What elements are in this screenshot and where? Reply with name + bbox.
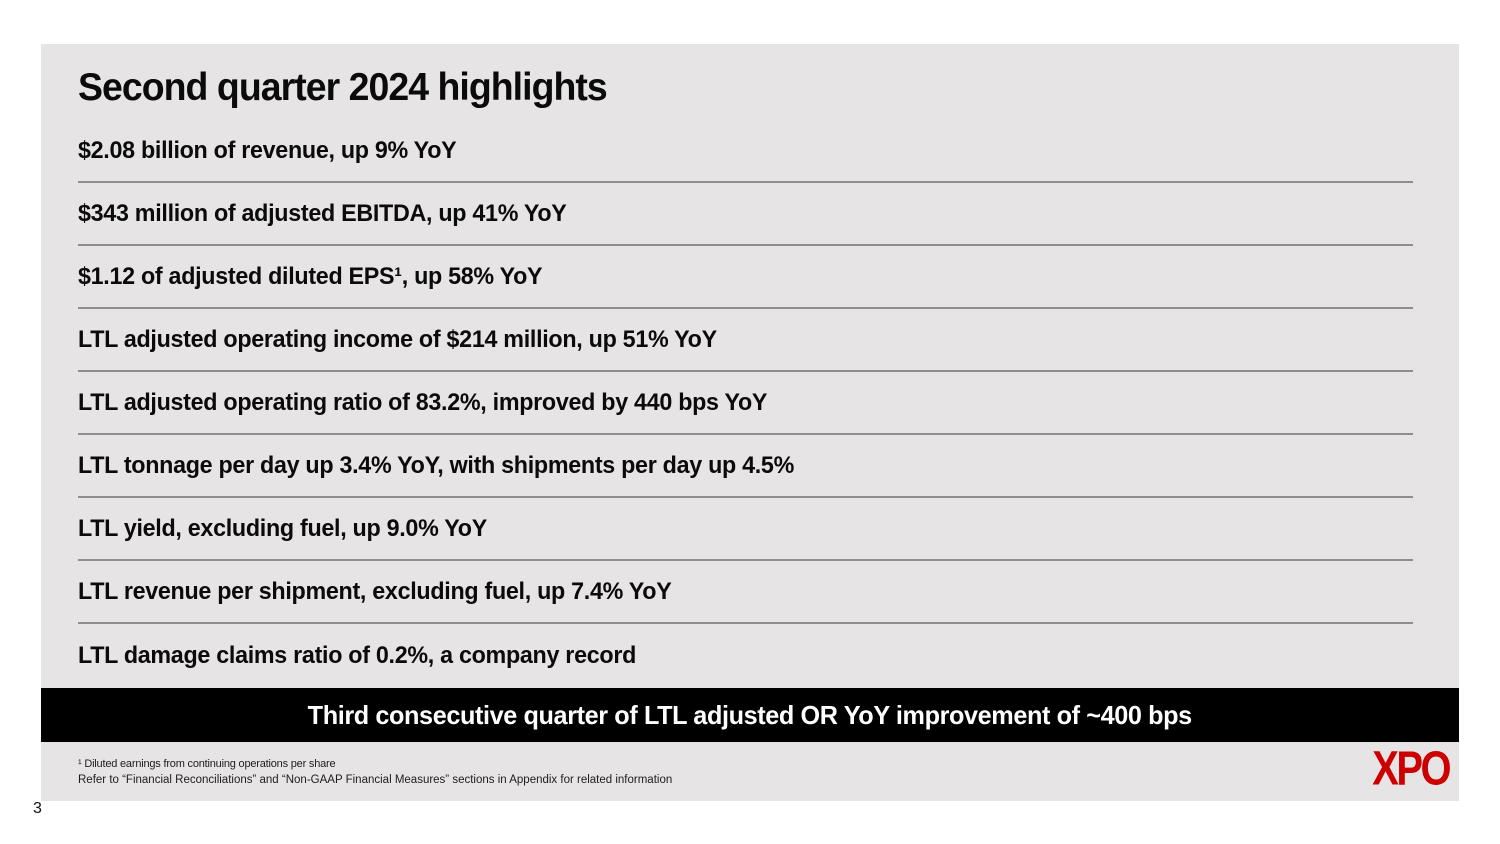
- highlights-list: $2.08 billion of revenue, up 9% YoY $343…: [78, 120, 1413, 687]
- footnotes: ¹ Diluted earnings from continuing opera…: [78, 758, 672, 786]
- footnote-reconciliations: Refer to “Financial Reconciliations” and…: [78, 774, 673, 786]
- highlight-text: $1.12 of adjusted diluted EPS¹, up 58% Y…: [78, 262, 543, 290]
- highlight-row: LTL tonnage per day up 3.4% YoY, with sh…: [78, 435, 1413, 498]
- highlight-row: $2.08 billion of revenue, up 9% YoY: [78, 120, 1413, 183]
- highlight-text: LTL yield, excluding fuel, up 9.0% YoY: [78, 514, 487, 542]
- summary-banner: Third consecutive quarter of LTL adjuste…: [41, 688, 1459, 742]
- highlight-row: LTL damage claims ratio of 0.2%, a compa…: [78, 624, 1413, 687]
- highlight-text: LTL tonnage per day up 3.4% YoY, with sh…: [78, 451, 795, 479]
- highlight-text: $343 million of adjusted EBITDA, up 41% …: [78, 199, 567, 227]
- slide-card: Second quarter 2024 highlights $2.08 bil…: [41, 44, 1459, 801]
- xpo-logo: XPO: [1372, 740, 1451, 795]
- highlight-row: $343 million of adjusted EBITDA, up 41% …: [78, 183, 1413, 246]
- highlight-text: LTL adjusted operating ratio of 83.2%, i…: [78, 388, 768, 416]
- highlight-text: LTL adjusted operating income of $214 mi…: [78, 325, 717, 353]
- slide-title: Second quarter 2024 highlights: [78, 66, 608, 109]
- highlight-row: LTL revenue per shipment, excluding fuel…: [78, 561, 1413, 624]
- highlight-text: LTL revenue per shipment, excluding fuel…: [78, 577, 672, 605]
- page-number: 3: [33, 800, 42, 817]
- highlight-row: LTL adjusted operating ratio of 83.2%, i…: [78, 372, 1413, 435]
- highlight-row: LTL yield, excluding fuel, up 9.0% YoY: [78, 498, 1413, 561]
- highlight-row: $1.12 of adjusted diluted EPS¹, up 58% Y…: [78, 246, 1413, 309]
- highlight-text: LTL damage claims ratio of 0.2%, a compa…: [78, 641, 637, 669]
- highlight-row: LTL adjusted operating income of $214 mi…: [78, 309, 1413, 372]
- footnote-diluted-eps: ¹ Diluted earnings from continuing opera…: [78, 758, 336, 770]
- highlight-text: $2.08 billion of revenue, up 9% YoY: [78, 136, 457, 164]
- summary-banner-text: Third consecutive quarter of LTL adjuste…: [307, 699, 1193, 730]
